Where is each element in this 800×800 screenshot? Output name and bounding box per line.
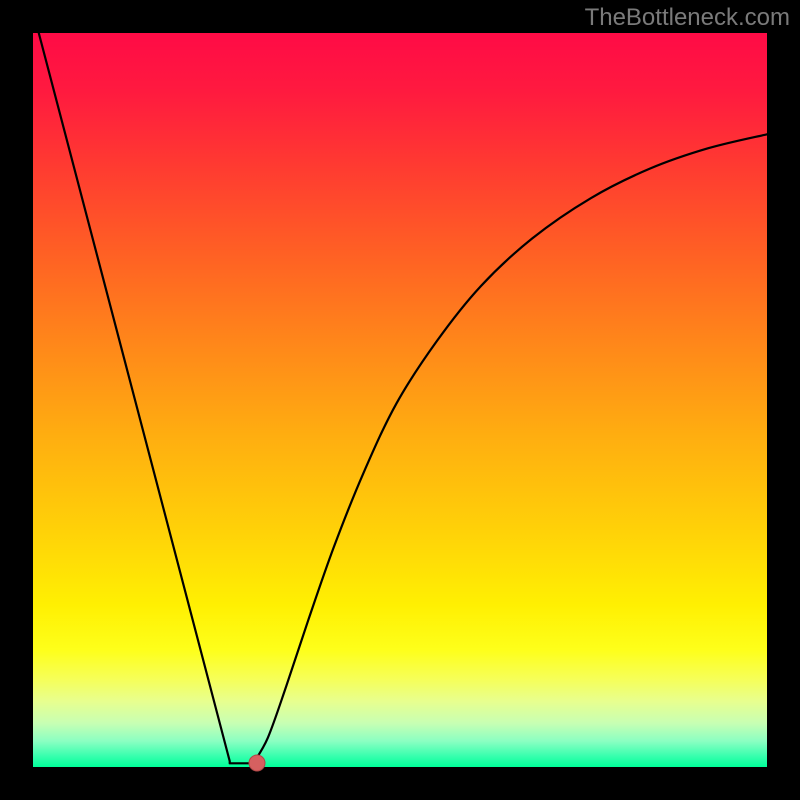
curve-layer (33, 33, 767, 767)
bottleneck-curve (33, 11, 767, 763)
chart-container: TheBottleneck.com (0, 0, 800, 800)
watermark-text: TheBottleneck.com (585, 4, 790, 32)
minimum-marker-dot (248, 754, 265, 771)
